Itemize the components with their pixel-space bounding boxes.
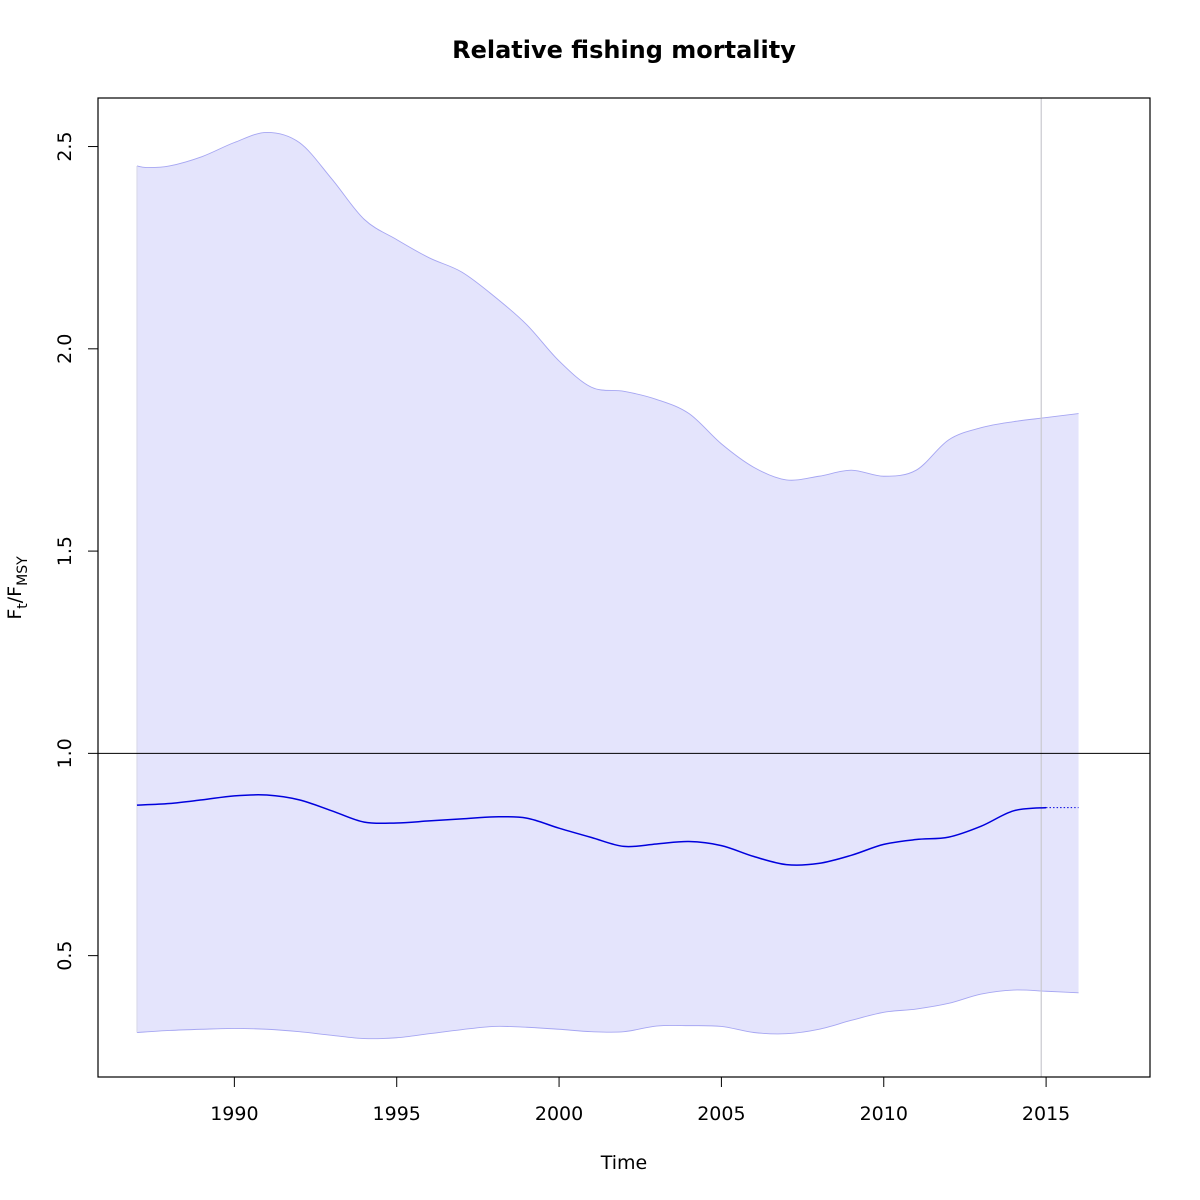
y-axis-label-subscript-2: MSY bbox=[15, 556, 31, 586]
y-axis: 0.5 1.0 1.5 2.0 2.5 bbox=[54, 131, 99, 971]
reference-line-layer bbox=[98, 98, 1150, 1077]
x-tick-label: 1995 bbox=[373, 1103, 421, 1125]
y-axis-label-main-2: F bbox=[4, 586, 26, 597]
x-tick-label: 2005 bbox=[697, 1103, 745, 1125]
y-tick-label: 2.5 bbox=[54, 131, 76, 161]
estimate-line bbox=[136, 794, 1047, 866]
y-axis-label-slash: / bbox=[4, 596, 26, 603]
x-tick-label: 2010 bbox=[860, 1103, 908, 1125]
y-tick-label: 2.0 bbox=[54, 334, 76, 364]
x-tick-label: 2015 bbox=[1022, 1103, 1070, 1125]
y-axis-label-group: Ft/FMSY bbox=[4, 556, 31, 620]
lower-bound-line bbox=[136, 989, 1079, 1040]
y-tick-label: 1.5 bbox=[54, 536, 76, 566]
y-tick-label: 1.0 bbox=[54, 738, 76, 768]
confidence-band-area bbox=[136, 132, 1079, 1039]
chart-title: Relative fishing mortality bbox=[452, 36, 796, 64]
y-axis-label: Ft/FMSY bbox=[4, 556, 31, 620]
confidence-band-layer bbox=[136, 131, 1079, 1040]
y-axis-label-main-1: F bbox=[4, 609, 26, 620]
x-tick-label: 2000 bbox=[535, 1103, 583, 1125]
x-tick-label: 1990 bbox=[210, 1103, 258, 1125]
y-axis-label-subscript-1: t bbox=[15, 603, 31, 609]
upper-bound-line bbox=[136, 131, 1079, 481]
x-axis-label: Time bbox=[600, 1152, 648, 1174]
series-layer bbox=[136, 794, 1079, 866]
x-axis: 1990 1995 2000 2005 2010 2015 bbox=[210, 1076, 1070, 1125]
y-tick-label: 0.5 bbox=[54, 941, 76, 971]
